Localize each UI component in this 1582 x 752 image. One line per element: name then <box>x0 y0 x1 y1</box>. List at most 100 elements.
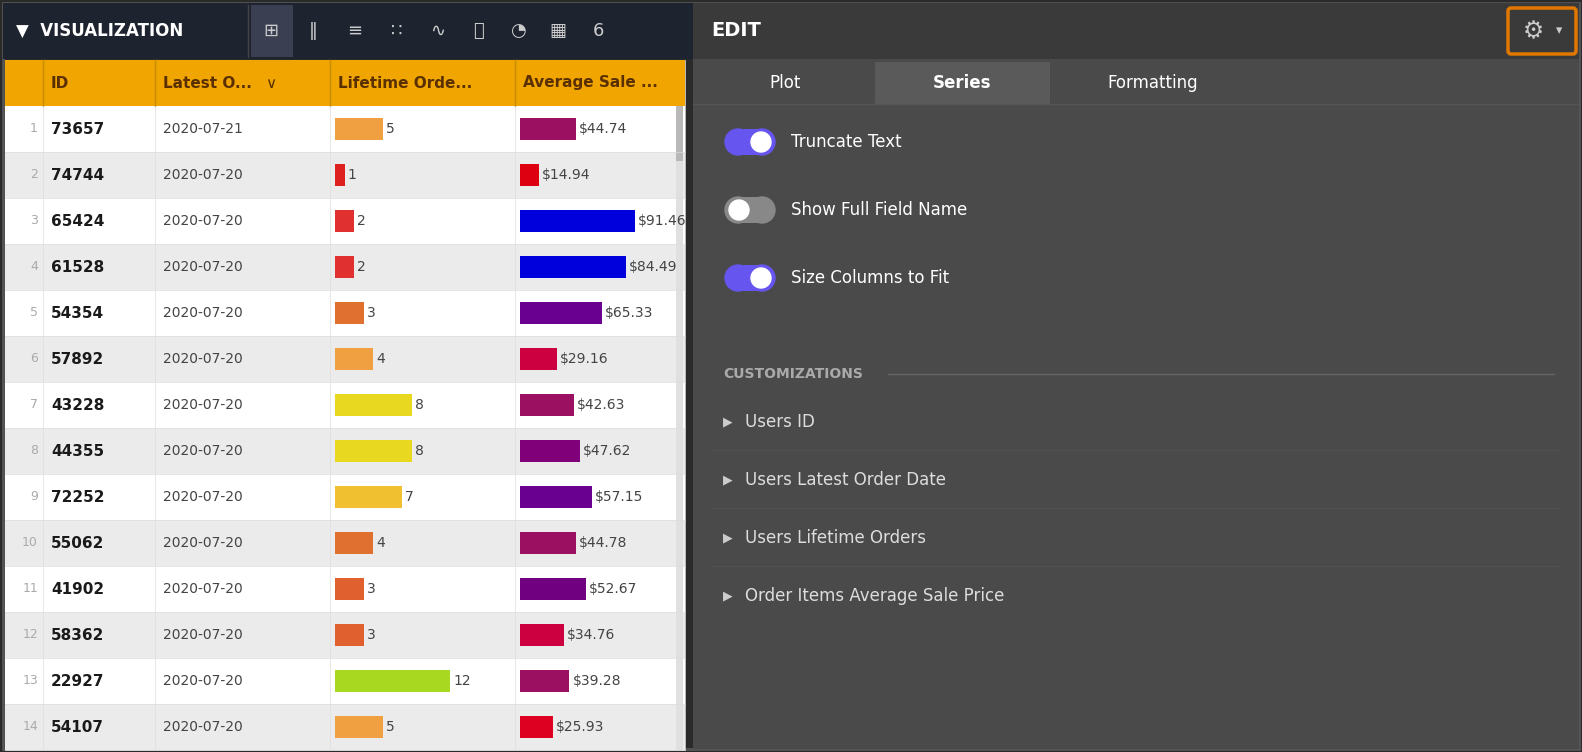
Text: 1: 1 <box>30 123 38 135</box>
Text: $14.94: $14.94 <box>541 168 590 182</box>
Text: $44.74: $44.74 <box>579 122 628 136</box>
Text: 4: 4 <box>377 536 384 550</box>
Bar <box>520 394 574 416</box>
Text: ⚙: ⚙ <box>1522 19 1544 43</box>
Text: 2020-07-20: 2020-07-20 <box>163 260 242 274</box>
Text: 22927: 22927 <box>51 674 104 689</box>
Bar <box>875 62 1050 104</box>
Text: 3: 3 <box>367 582 375 596</box>
Bar <box>5 382 685 428</box>
Text: ▾: ▾ <box>1555 25 1561 38</box>
Text: Users Latest Order Date: Users Latest Order Date <box>745 471 946 489</box>
Text: $65.33: $65.33 <box>606 306 653 320</box>
Text: Users Lifetime Orders: Users Lifetime Orders <box>745 529 925 547</box>
Text: 2020-07-20: 2020-07-20 <box>163 168 242 182</box>
Text: 8: 8 <box>414 398 424 412</box>
Text: 9: 9 <box>30 490 38 504</box>
Text: ▶: ▶ <box>723 590 732 602</box>
Bar <box>5 152 685 198</box>
Bar <box>520 118 576 140</box>
Text: Formatting: Formatting <box>1107 74 1198 92</box>
Bar <box>335 256 354 278</box>
Text: 7: 7 <box>30 399 38 411</box>
Text: 8: 8 <box>30 444 38 457</box>
Bar <box>335 486 402 508</box>
Text: 2020-07-20: 2020-07-20 <box>163 398 242 412</box>
Text: 2: 2 <box>30 168 38 181</box>
Text: 2020-07-20: 2020-07-20 <box>163 720 242 734</box>
Bar <box>1054 62 1253 104</box>
Text: EDIT: EDIT <box>710 22 761 41</box>
Text: 2: 2 <box>358 214 365 228</box>
Bar <box>335 624 364 646</box>
Text: 8: 8 <box>414 444 424 458</box>
Text: 6: 6 <box>592 22 604 40</box>
Text: 43228: 43228 <box>51 398 104 413</box>
Text: 6: 6 <box>30 353 38 365</box>
Bar <box>335 348 373 370</box>
Bar <box>520 440 581 462</box>
Text: Truncate Text: Truncate Text <box>791 133 902 151</box>
Bar <box>335 578 364 600</box>
Bar <box>520 302 603 324</box>
Text: Show Full Field Name: Show Full Field Name <box>791 201 967 219</box>
Bar <box>676 106 683 161</box>
Text: 12: 12 <box>22 629 38 641</box>
Text: 65424: 65424 <box>51 214 104 229</box>
Bar <box>335 118 383 140</box>
Text: $44.78: $44.78 <box>579 536 628 550</box>
Bar <box>676 106 683 750</box>
Text: $25.93: $25.93 <box>555 720 604 734</box>
Bar <box>520 164 539 186</box>
Text: Latest O...: Latest O... <box>163 75 252 90</box>
Circle shape <box>748 265 775 291</box>
Text: 2020-07-20: 2020-07-20 <box>163 444 242 458</box>
Bar <box>520 670 570 692</box>
Text: Average Sale ...: Average Sale ... <box>524 75 658 90</box>
Text: ▼  VISUALIZATION: ▼ VISUALIZATION <box>16 22 184 40</box>
Text: 5: 5 <box>386 122 394 136</box>
Circle shape <box>725 197 751 223</box>
Text: 4: 4 <box>377 352 384 366</box>
Text: 7: 7 <box>405 490 414 504</box>
Text: 2020-07-20: 2020-07-20 <box>163 582 242 596</box>
Text: $52.67: $52.67 <box>589 582 638 596</box>
Text: ∷: ∷ <box>391 22 403 40</box>
Text: 14: 14 <box>22 720 38 733</box>
Text: $34.76: $34.76 <box>566 628 615 642</box>
Text: $42.63: $42.63 <box>576 398 625 412</box>
Bar <box>520 624 563 646</box>
Text: ▦: ▦ <box>549 22 566 40</box>
Text: 2020-07-20: 2020-07-20 <box>163 490 242 504</box>
Text: 4: 4 <box>30 260 38 274</box>
Text: $47.62: $47.62 <box>582 444 631 458</box>
Bar <box>520 256 626 278</box>
Bar <box>520 532 576 554</box>
Text: 41902: 41902 <box>51 581 104 596</box>
Text: 2020-07-20: 2020-07-20 <box>163 352 242 366</box>
Text: 54354: 54354 <box>51 305 104 320</box>
Text: 11: 11 <box>22 583 38 596</box>
Text: Size Columns to Fit: Size Columns to Fit <box>791 269 949 287</box>
Circle shape <box>729 200 748 220</box>
Text: 10: 10 <box>22 536 38 550</box>
Text: Users ID: Users ID <box>745 413 815 431</box>
Text: 2020-07-20: 2020-07-20 <box>163 306 242 320</box>
Text: 12: 12 <box>452 674 470 688</box>
Bar <box>335 394 411 416</box>
Text: Order Items Average Sale Price: Order Items Average Sale Price <box>745 587 1005 605</box>
Text: 44355: 44355 <box>51 444 104 459</box>
Bar <box>335 302 364 324</box>
Text: $39.28: $39.28 <box>573 674 620 688</box>
Text: 55062: 55062 <box>51 535 104 550</box>
Bar <box>5 428 685 474</box>
Bar <box>693 3 1579 59</box>
Bar <box>5 612 685 658</box>
Text: 2020-07-20: 2020-07-20 <box>163 536 242 550</box>
FancyBboxPatch shape <box>1508 8 1576 54</box>
Bar <box>693 3 1579 749</box>
Text: 13: 13 <box>22 675 38 687</box>
Text: 3: 3 <box>367 628 375 642</box>
Text: 73657: 73657 <box>51 122 104 137</box>
Circle shape <box>725 129 751 155</box>
